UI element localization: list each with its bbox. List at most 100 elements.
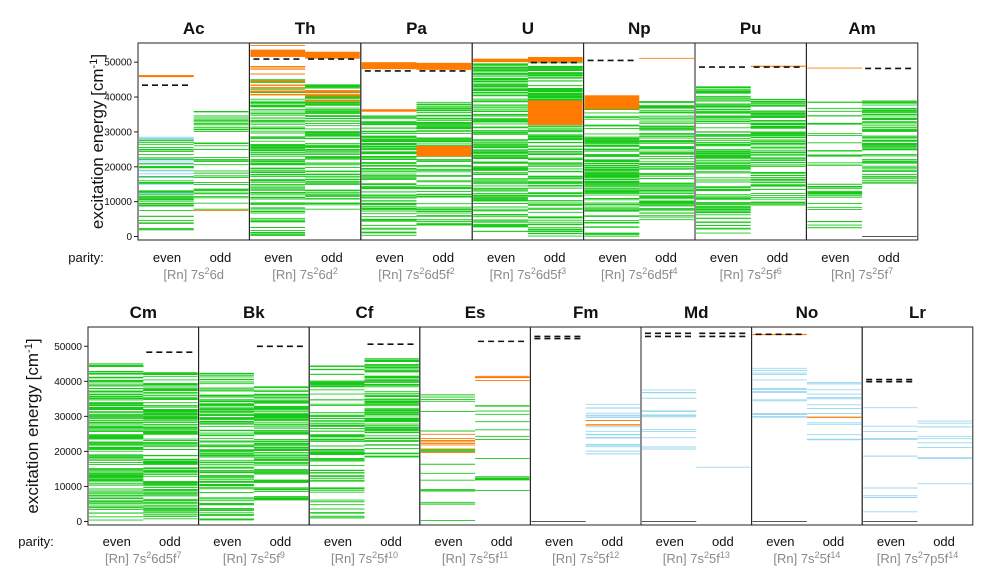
odd-label: odd [878,250,900,265]
panel-No: No even odd[Rn] 7s25f14 [751,303,863,566]
configuration-label: [Rn] 7s25f6 [720,266,782,282]
element-name: Md [684,303,709,322]
configuration-superscript: 6 [777,266,782,276]
y-tick-label: 10000 [54,482,82,493]
configuration-superscript: 11 [499,550,508,560]
element-name: Am [848,19,875,38]
panel-frame [751,326,863,526]
configuration-label: [Rn] 7s25f7 [831,266,893,282]
configuration-superscript: 2 [483,550,488,560]
even-label: even [103,534,131,549]
configuration-superscript: 14 [830,550,840,560]
configuration-superscript: 7 [888,266,893,276]
y-tick-label: 50000 [104,58,132,69]
panel-Th: Th even odd[Rn] 7s26d2 [248,19,362,282]
configuration-label: [Rn] 7s26d5f7 [105,550,182,566]
configuration-text: 6d5f [647,267,673,282]
configuration-label: [Rn] 7s25f12 [552,550,619,566]
level-band-orange [361,109,417,112]
configuration-text: [Rn] 7s [105,551,147,566]
configuration-superscript: 10 [388,550,398,560]
y-tick-label: 0 [126,232,132,243]
level-band-orange [473,58,528,63]
even-label: even [656,534,684,549]
configuration-label: [Rn] 7s26d2 [272,266,338,282]
y-axis-label-tail: ] [88,54,107,59]
panel-frame [419,326,531,526]
y-tick-label: 20000 [54,447,82,458]
configuration-superscript: 2 [372,550,377,560]
configuration-superscript: 13 [720,550,730,560]
configuration-text: [Rn] 7s [877,551,919,566]
element-name: Th [295,19,316,38]
even-label: even [821,250,849,265]
configuration-text: 5f [820,551,831,566]
odd-label: odd [823,534,845,549]
configuration-text: [Rn] 7s [663,551,705,566]
even-label: even [766,534,794,549]
even-label: even [487,250,515,265]
y-tick-label: 30000 [54,412,82,423]
configuration-label: [Rn] 7s25f9 [223,550,285,566]
element-name: Cm [130,303,157,322]
configuration-superscript: 2 [593,550,598,560]
element-name: Ac [183,19,205,38]
element-name: Es [465,303,486,322]
level-band-orange [361,62,417,70]
parity-label: parity: [68,250,103,265]
even-label: even [710,250,738,265]
element-name: Lr [909,303,926,322]
configuration-text: [Rn] 7s [773,551,815,566]
configuration-label: [Rn] 7s26d5f3 [490,266,567,282]
configuration-superscript: 2 [531,266,536,276]
configuration-superscript: 2 [419,266,424,276]
configuration-text: 6d5f [424,267,450,282]
element-name: No [796,303,819,322]
configuration-text: 5f [877,267,888,282]
configuration-superscript: 2 [872,266,877,276]
even-label: even [324,534,352,549]
odd-label: odd [159,534,181,549]
configuration-superscript: 2 [642,266,647,276]
configuration-text: [Rn] 7s [272,267,314,282]
element-name: Pa [406,19,427,38]
level-band-orange [250,49,306,57]
configuration-text: [Rn] 7s [831,267,873,282]
configuration-label: [Rn] 7s26d [163,266,224,282]
parity-label: parity: [18,534,53,549]
odd-label: odd [655,250,677,265]
odd-label: odd [321,250,343,265]
y-tick-label: 0 [76,517,82,528]
configuration-label: [Rn] 7s27p5f14 [877,550,959,566]
configuration-label: [Rn] 7s25f14 [773,550,840,566]
panel-frame [640,326,753,526]
y-tick-label: 10000 [104,197,132,208]
element-name: Np [628,19,651,38]
chart-row-2: 0 10000 20000 30000 40000 50000 excitation ene… [18,303,974,566]
level-band-orange [527,100,583,125]
odd-label: odd [380,534,402,549]
y-axis-label: excitation energy [cm-1] [23,338,42,513]
configuration-text: 5f [269,551,280,566]
odd-label: odd [933,534,955,549]
odd-label: odd [544,250,566,265]
panel-frame [861,326,974,526]
configuration-superscript: 3 [561,266,566,276]
even-label: even [153,250,181,265]
configuration-superscript: 2 [704,550,709,560]
level-band-orange [584,95,640,110]
configuration-text: 6d5f [536,267,562,282]
level-band-orange [416,145,472,157]
configuration-text: [Rn] 7s [552,551,594,566]
element-name: U [522,19,534,38]
even-label: even [264,250,292,265]
